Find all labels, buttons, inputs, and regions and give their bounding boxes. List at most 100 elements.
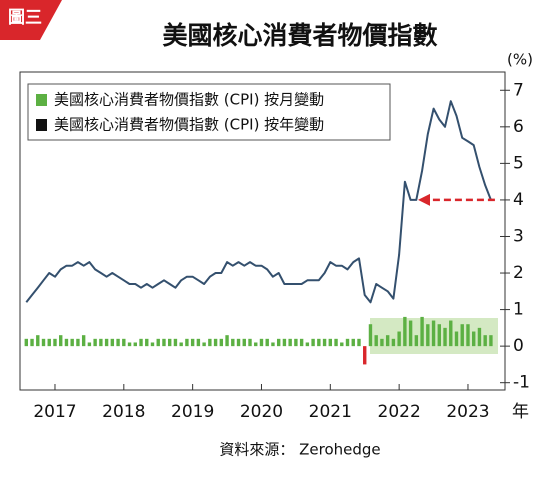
y-tick-label: 4 [513,190,524,210]
legend [27,83,391,141]
bar [380,338,384,347]
bar [374,335,378,347]
y-tick-label: 5 [513,153,524,173]
bar [317,338,321,347]
bar [104,338,109,347]
bar [87,342,92,347]
bar [265,338,269,347]
legend-swatch [36,119,47,131]
bar [231,338,235,347]
y-axis-label: (%) [507,51,533,69]
y-tick-label: 1 [513,300,524,320]
bar [288,338,292,347]
bar [368,324,373,347]
x-tick-label: 2019 [171,402,214,422]
bar [460,324,464,347]
bar [322,338,327,347]
bar [185,338,189,347]
legend-label: 美國核心消費者物價指數 (CPI) 按年變動 [54,116,324,134]
bar [294,338,298,347]
y-tick-label: 7 [513,80,524,100]
bar [420,316,424,347]
bar [276,338,281,347]
bar [59,335,63,347]
bar [472,331,476,347]
bar [219,338,224,347]
badge-shape [0,0,62,40]
bar [36,335,40,347]
bar [282,338,287,347]
bar [179,342,183,347]
bar [127,342,132,347]
bar [168,338,172,347]
x-tick-label: 2022 [378,402,421,422]
bar [397,331,401,347]
annotation-arrow [418,193,495,206]
x-axis-label: 年 [512,402,529,422]
y-tick-label: -1 [513,373,530,393]
bar [443,327,447,347]
y-tick-label: 0 [513,336,524,356]
bar [431,320,436,347]
bar [116,338,120,347]
bar [145,338,149,347]
bar [242,338,246,347]
y-tick-label: 2 [513,263,524,283]
bar [208,338,212,347]
bar [489,335,493,347]
bar [99,338,103,347]
bar [64,338,69,347]
x-tick-label: 2018 [102,402,145,422]
bar [477,327,482,347]
badge: 圖三 [8,8,42,28]
bar [190,338,195,347]
bar [334,338,338,347]
bar [414,335,419,347]
y-tick-label: 6 [513,117,524,137]
bar [391,338,396,347]
bar [173,338,178,347]
chart-title: 美國核心消費者物價指數 [162,21,437,50]
bar [225,335,229,347]
bar [213,338,218,347]
bar [41,338,46,347]
arrow-head [418,193,430,206]
legend-label: 美國核心消費者物價指數 (CPI) 按月變動 [54,91,324,109]
bar [139,338,143,347]
bar [408,320,413,347]
bar [196,338,201,347]
plot-frame [19,71,506,391]
bar [351,338,355,347]
x-tick-label: 2021 [309,402,352,422]
x-tick-label: 2023 [446,402,489,422]
line [25,100,492,304]
bar [133,342,137,347]
x-tick-label: 2020 [240,402,283,422]
bar [47,338,51,347]
bar [248,338,252,347]
bar [110,338,115,347]
bar [236,338,241,347]
bar [53,338,57,347]
legend-swatch [36,94,47,106]
y-tick-label: 3 [513,226,524,246]
bar [156,338,160,347]
bar [483,335,487,347]
bar [259,338,264,347]
bar [93,338,97,347]
bar [449,320,453,347]
bar [122,338,126,347]
bar [70,338,74,347]
bar [150,342,155,347]
bar [162,338,166,347]
bar [437,324,441,347]
bar [345,338,350,347]
bar [24,338,28,347]
bar [202,342,206,347]
bar [271,342,275,347]
bar [299,338,304,347]
bar [81,335,86,347]
bar [340,342,344,347]
bar [254,342,258,347]
